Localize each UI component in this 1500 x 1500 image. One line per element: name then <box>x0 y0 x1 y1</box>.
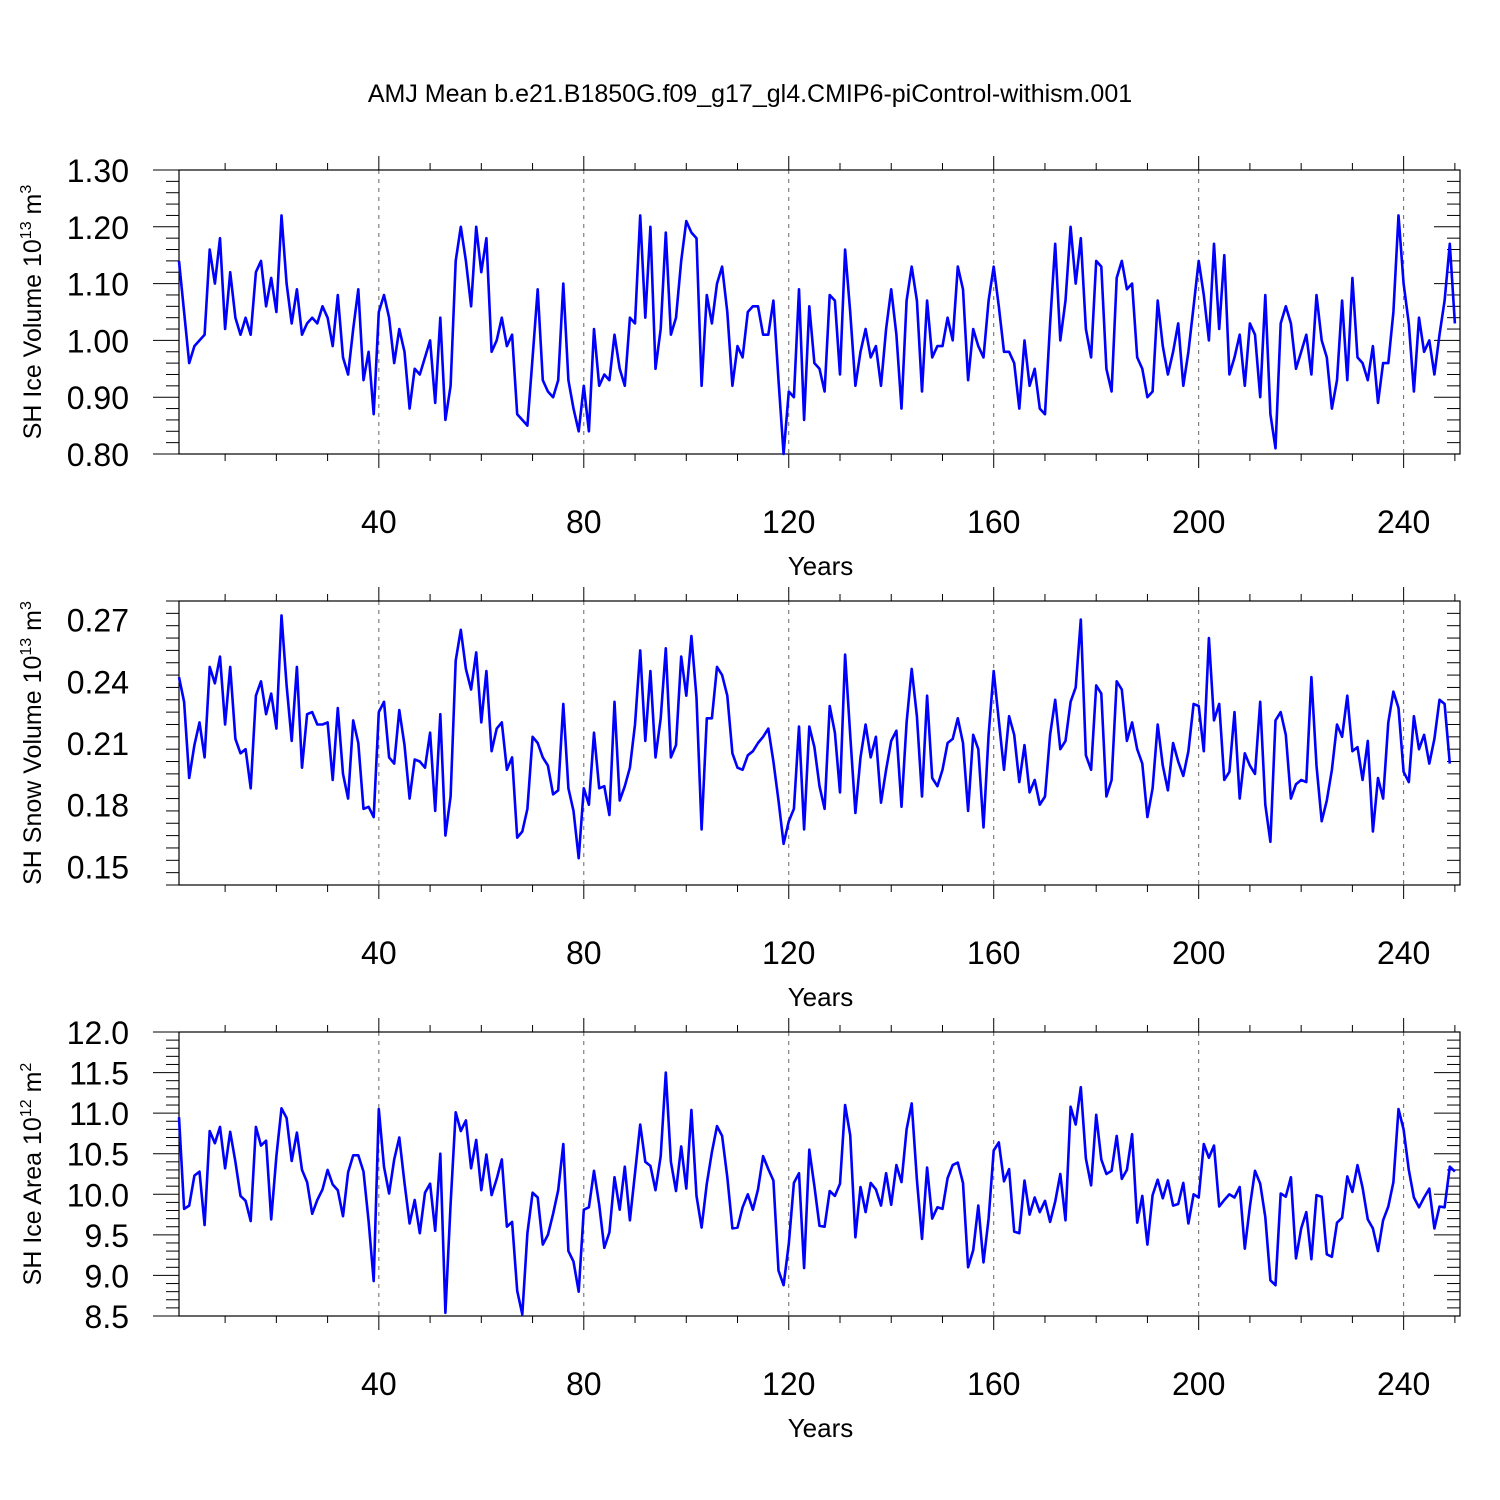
y-tick-label: 12.0 <box>67 1015 129 1051</box>
y-tick-label: 11.0 <box>69 1096 129 1132</box>
y-tick-label: 0.90 <box>67 380 129 416</box>
y-tick-label: 0.24 <box>67 664 129 700</box>
x-tick-label: 40 <box>361 935 397 971</box>
y-axis-label: SH Ice Volume 1013 m3 <box>18 185 47 440</box>
y-tick-label: 10.0 <box>67 1177 129 1213</box>
y-tick-label: 0.18 <box>67 788 129 824</box>
y-tick-label: 9.0 <box>85 1258 129 1294</box>
y-axis-label: SH Snow Volume 1013 m3 <box>18 601 47 885</box>
series-line-2 <box>177 614 1452 860</box>
series-line-3 <box>177 1071 1456 1316</box>
y-tick-label: 0.21 <box>67 726 129 762</box>
x-axis-label: Years <box>788 551 854 581</box>
x-tick-label: 120 <box>762 935 815 971</box>
y-tick-label: 0.27 <box>67 603 129 639</box>
x-tick-label: 80 <box>566 1366 602 1402</box>
x-tick-label: 160 <box>967 1366 1020 1402</box>
x-tick-label: 120 <box>762 504 815 540</box>
x-tick-label: 80 <box>566 504 602 540</box>
series-line-1 <box>177 214 1457 456</box>
x-tick-label: 200 <box>1172 504 1225 540</box>
y-tick-label: 0.15 <box>67 849 129 885</box>
x-tick-label: 120 <box>762 1366 815 1402</box>
x-tick-label: 160 <box>967 504 1020 540</box>
plot-frame <box>178 600 1461 886</box>
x-tick-label: 200 <box>1172 1366 1225 1402</box>
y-tick-label: 8.5 <box>85 1299 129 1335</box>
x-tick-label: 240 <box>1377 1366 1430 1402</box>
x-tick-label: 240 <box>1377 504 1430 540</box>
y-tick-label: 10.5 <box>67 1137 129 1173</box>
x-tick-label: 40 <box>361 504 397 540</box>
x-tick-label: 160 <box>967 935 1020 971</box>
y-tick-label: 0.80 <box>67 437 129 473</box>
x-axis-label: Years <box>788 982 854 1012</box>
y-tick-label: 1.30 <box>67 153 129 189</box>
panel-1: 40 80 120 160 200 240 Years 0.80 0.90 1.00 1.10 1.2… <box>18 153 1461 581</box>
y-tick-label: 1.00 <box>67 323 129 359</box>
plot-frame <box>178 169 1461 455</box>
y-tick-label: 11.5 <box>69 1056 129 1092</box>
plot-frame <box>178 1031 1461 1317</box>
x-tick-label: 240 <box>1377 935 1430 971</box>
x-axis-label: Years <box>788 1413 854 1443</box>
panel-2: 40 80 120 160 200 240 Years 0.15 0.18 0.21 0.24 0.2… <box>18 587 1461 1012</box>
x-tick-label: 80 <box>566 935 602 971</box>
x-tick-label: 200 <box>1172 935 1225 971</box>
x-tick-label: 40 <box>361 1366 397 1402</box>
chart-title: AMJ Mean b.e21.B1850G.f09_g17_gl4.CMIP6-… <box>367 80 1133 108</box>
y-tick-label: 9.5 <box>85 1218 129 1254</box>
panel-3: 40 80 120 160 200 240 Years 8.5 9.0 9.5 10.0 10.5 11… <box>18 1015 1461 1443</box>
y-tick-label: 1.10 <box>67 267 129 303</box>
y-tick-label: 1.20 <box>67 210 129 246</box>
y-axis-label: SH Ice Area 1012 m2 <box>18 1063 47 1286</box>
